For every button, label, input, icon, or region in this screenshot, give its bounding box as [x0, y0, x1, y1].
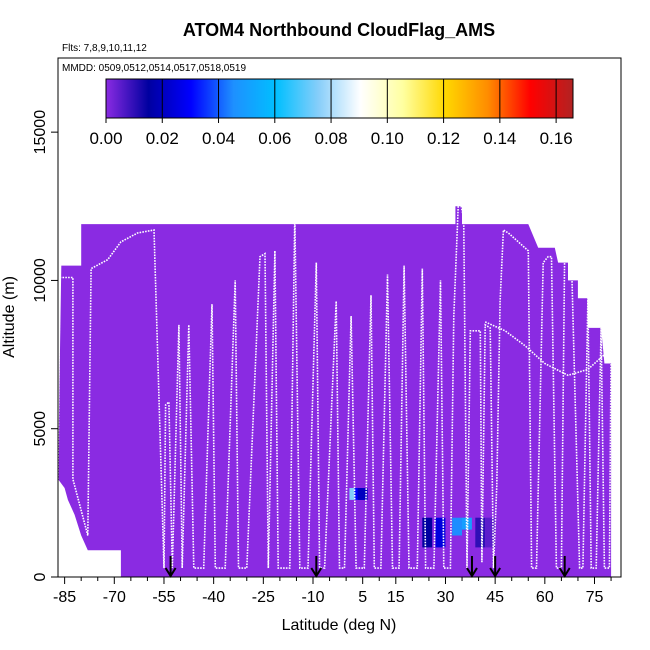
- cloud-patch: [452, 517, 462, 536]
- dates-subtitle: MMDD: 0509,0512,0514,0517,0518,0519: [62, 63, 246, 74]
- axes: -85 -70 -55 -40 -25 -10 5 15 30 45 60 75 0 5000 10000 1…: [32, 110, 612, 606]
- y-axis-label: Altitude (m): [1, 276, 18, 358]
- marker-head: [466, 567, 478, 578]
- x-tick-label: 30: [437, 589, 455, 606]
- flights-subtitle: Flts: 7,8,9,10,11,12: [62, 43, 147, 54]
- sounding-marker-arrow: [489, 556, 502, 578]
- cloud-patch: [349, 488, 360, 500]
- colorbar-tick-label: 0.06: [258, 129, 291, 148]
- x-tick-label: 5: [358, 589, 367, 606]
- flight-track-layer: [57, 194, 612, 569]
- sounding-marker-arrow: [310, 556, 323, 578]
- y-tick-label: 0: [32, 572, 49, 581]
- colorbar-tick-label: 0.16: [540, 129, 573, 148]
- y-tick-label: 15000: [32, 110, 49, 155]
- secondary-track-line: [484, 321, 609, 377]
- sounding-marker-arrow: [164, 556, 177, 578]
- cloud-patch: [357, 488, 368, 500]
- cloud-patch: [485, 517, 496, 548]
- flight-track-line: [57, 194, 612, 569]
- colorbar-tick-label: 0.14: [483, 129, 516, 148]
- x-tick-label: -25: [252, 589, 275, 606]
- colorbar-tick-label: 0.02: [146, 129, 179, 148]
- colorbar: 0.00 0.02 0.04 0.06 0.08 0.10 0.12 0.14 0.16: [89, 78, 574, 148]
- x-tick-label: -40: [202, 589, 225, 606]
- x-tick-label: -55: [152, 589, 175, 606]
- marker-head: [558, 567, 571, 578]
- cloud-patch: [422, 517, 433, 548]
- x-tick-label: -10: [301, 589, 324, 606]
- marker-head: [489, 567, 502, 578]
- sounding-marker-arrow: [466, 556, 478, 578]
- marker-head: [164, 567, 177, 578]
- y-tick-label: 5000: [32, 411, 49, 447]
- y-tick-label: 10000: [32, 258, 49, 303]
- x-tick-label: -70: [103, 589, 126, 606]
- plot-frame: [57, 57, 622, 578]
- colorbar-tick-label: 0.04: [202, 129, 235, 148]
- x-tick-label: 45: [486, 589, 504, 606]
- colorbar-tick-label: 0.10: [371, 129, 404, 148]
- chart-title: ATOM4 Northbound CloudFlag_AMS: [183, 20, 495, 40]
- x-tick-label: -85: [53, 589, 76, 606]
- data-fill-layer: [58, 206, 612, 578]
- sounding-marker-arrow: [558, 556, 571, 578]
- marker-head: [310, 567, 323, 578]
- colorbar-bar: [105, 78, 574, 119]
- cloud-patch: [435, 517, 446, 548]
- x-tick-label: 75: [586, 589, 604, 606]
- cloud-patch: [475, 517, 486, 548]
- x-tick-label: 15: [387, 589, 405, 606]
- x-tick-label: 60: [536, 589, 554, 606]
- colorbar-tick-label: 0.08: [315, 129, 348, 148]
- sounding-marker-layer: [164, 556, 571, 578]
- colorbar-tick-label: 0.00: [89, 129, 122, 148]
- x-axis-label: Latitude (deg N): [282, 617, 397, 634]
- colorbar-tick-label: 0.12: [427, 129, 460, 148]
- data-coverage-area: [58, 206, 612, 578]
